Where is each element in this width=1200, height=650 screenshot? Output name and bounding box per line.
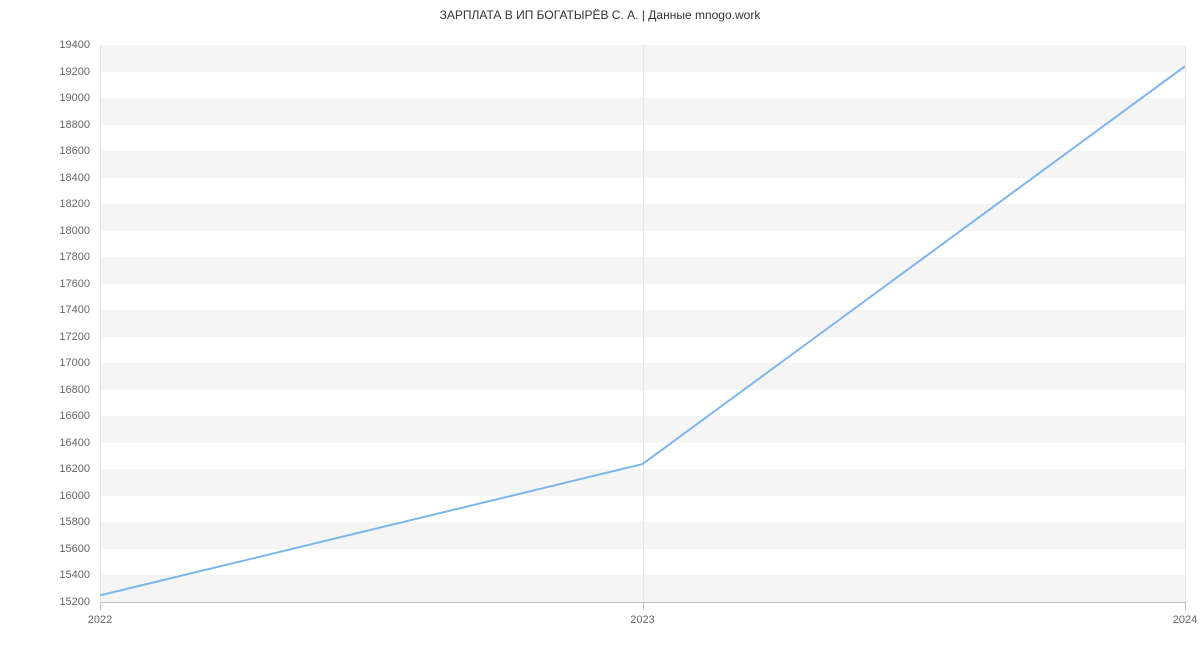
x-tick-label: 2024 xyxy=(1173,614,1197,626)
y-tick-label: 15400 xyxy=(50,569,90,581)
y-tick-label: 19400 xyxy=(50,39,90,51)
salary-line-chart: ЗАРПЛАТА В ИП БОГАТЫРЁВ С. А. | Данные m… xyxy=(0,0,1200,650)
y-tick-label: 16400 xyxy=(50,437,90,449)
y-tick-label: 16800 xyxy=(50,384,90,396)
y-tick-label: 18600 xyxy=(50,145,90,157)
y-tick-label: 17000 xyxy=(50,357,90,369)
x-tick-label: 2022 xyxy=(88,614,112,626)
y-tick-label: 16600 xyxy=(50,410,90,422)
chart-title: ЗАРПЛАТА В ИП БОГАТЫРЁВ С. А. | Данные m… xyxy=(0,8,1200,22)
y-tick-label: 18800 xyxy=(50,119,90,131)
plot-area: 1520015400156001580016000162001640016600… xyxy=(100,45,1185,602)
y-tick-label: 15200 xyxy=(50,596,90,608)
y-tick-label: 18400 xyxy=(50,172,90,184)
y-tick-label: 19200 xyxy=(50,66,90,78)
y-tick-label: 15600 xyxy=(50,543,90,555)
y-tick-label: 16000 xyxy=(50,490,90,502)
x-tick-label: 2023 xyxy=(630,614,654,626)
y-tick-label: 17800 xyxy=(50,251,90,263)
x-tick xyxy=(100,602,101,610)
y-tick-label: 17600 xyxy=(50,278,90,290)
x-tick xyxy=(643,602,644,610)
y-tick-label: 18200 xyxy=(50,198,90,210)
y-tick-label: 16200 xyxy=(50,463,90,475)
y-tick-label: 17200 xyxy=(50,331,90,343)
y-tick-label: 19000 xyxy=(50,92,90,104)
series-line-salary xyxy=(100,66,1185,595)
x-tick xyxy=(1185,602,1186,610)
y-tick-label: 17400 xyxy=(50,304,90,316)
y-tick-label: 15800 xyxy=(50,516,90,528)
series-layer xyxy=(100,45,1185,602)
x-gridline xyxy=(1185,45,1186,602)
y-tick-label: 18000 xyxy=(50,225,90,237)
